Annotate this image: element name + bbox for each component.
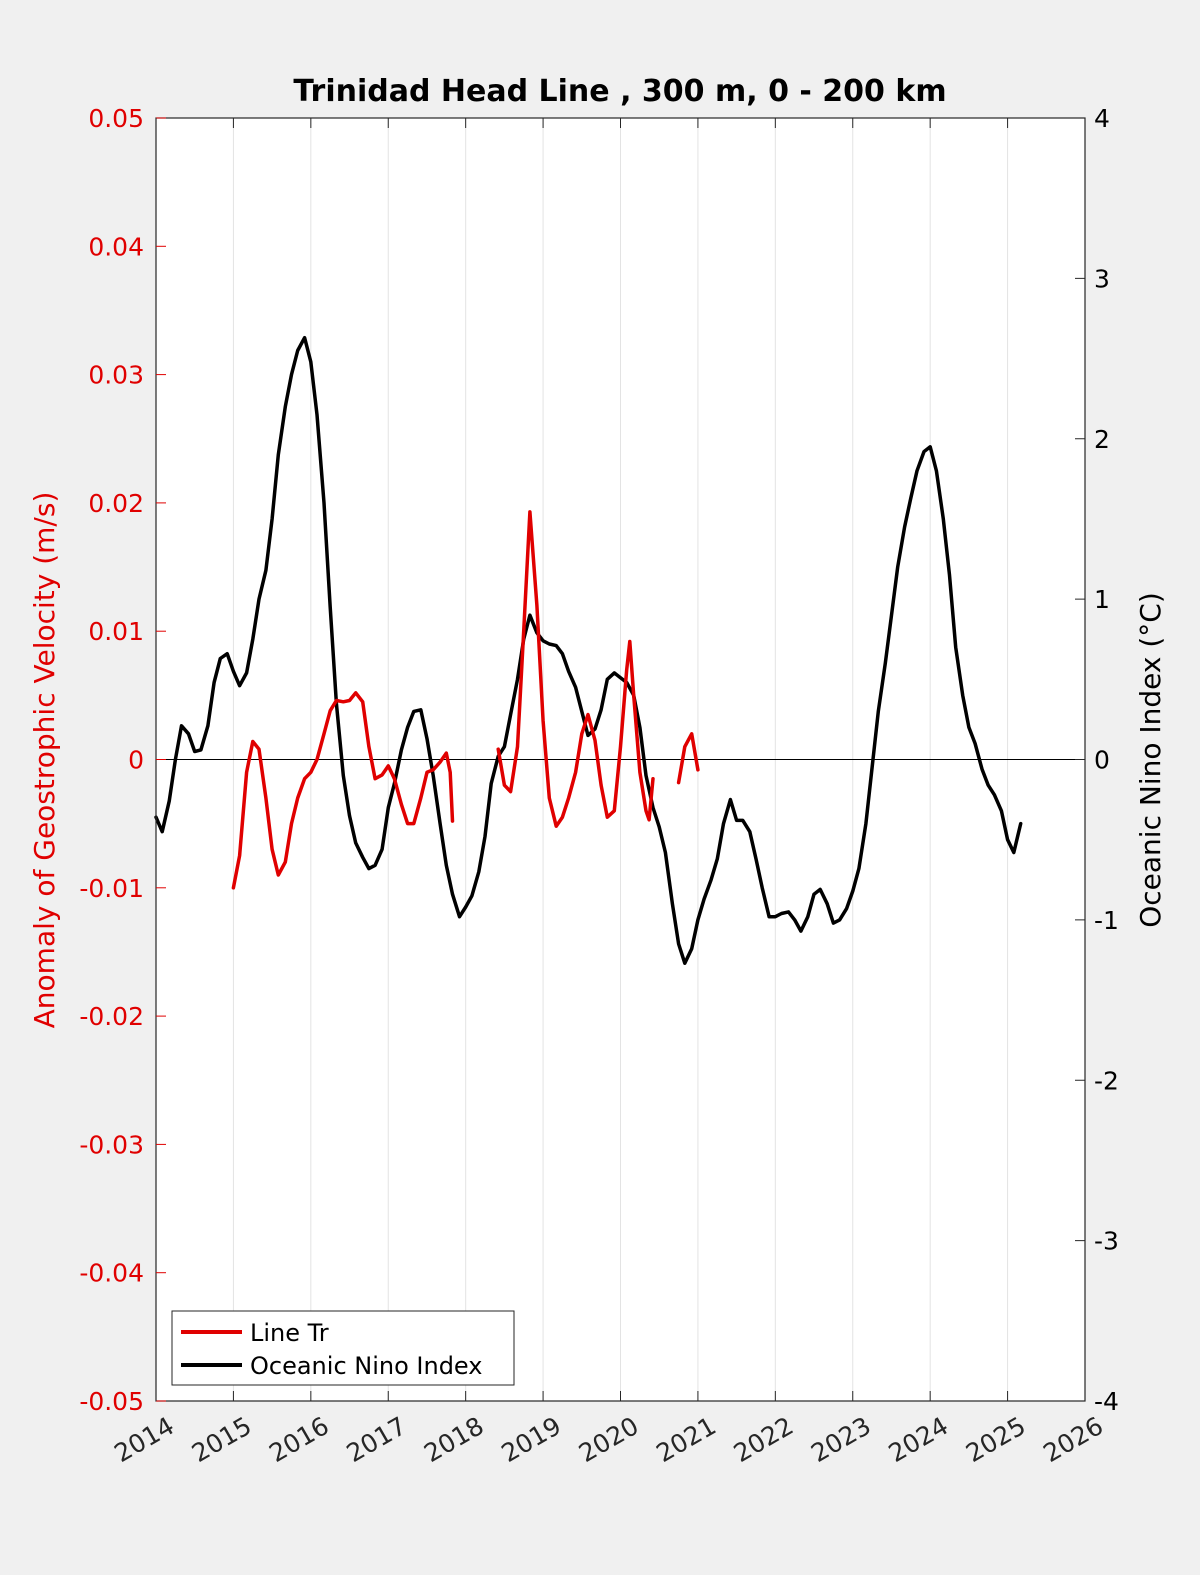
series-line-line-tr bbox=[231, 691, 455, 890]
legend-label-oni: Oceanic Nino Index bbox=[250, 1352, 482, 1380]
y-right-axis-label: Oceanic Nino Index (°C) bbox=[1134, 592, 1167, 928]
y-right-tick-label: 0 bbox=[1094, 746, 1110, 775]
chart-title: Trinidad Head Line , 300 m, 0 - 200 km bbox=[293, 74, 946, 109]
y-left-tick-label: 0.01 bbox=[88, 617, 144, 646]
y-left-tick-label: 0.03 bbox=[88, 361, 144, 390]
y-left-tick-label: -0.01 bbox=[79, 874, 144, 903]
y-left-tick-label: -0.03 bbox=[79, 1130, 144, 1159]
y-left-axis-label: Anomaly of Geostrophic Velocity (m/s) bbox=[28, 492, 61, 1029]
legend-box bbox=[171, 1310, 515, 1386]
y-left-tick-label: -0.02 bbox=[79, 1002, 144, 1031]
legend: Line Tr Oceanic Nino Index bbox=[171, 1310, 515, 1386]
series-line-line-tr bbox=[676, 732, 700, 785]
y-left-tick-label: 0 bbox=[128, 746, 144, 775]
y-right-tick-label: -4 bbox=[1094, 1387, 1119, 1416]
legend-label-line-tr: Line Tr bbox=[250, 1319, 329, 1347]
y-right-tick-label: 3 bbox=[1094, 264, 1110, 293]
y-right-tick-label: 4 bbox=[1094, 104, 1110, 133]
y-right-axis: -4 -3 -2 -1 0 1 2 3 4 bbox=[1075, 104, 1119, 1416]
y-left-tick-label: -0.04 bbox=[79, 1259, 144, 1288]
series-line-line-tr bbox=[496, 510, 655, 828]
y-left-tick-label: -0.05 bbox=[79, 1387, 144, 1416]
series-layer bbox=[154, 335, 1023, 965]
y-right-tick-label: -3 bbox=[1094, 1227, 1119, 1256]
y-right-tick-label: -1 bbox=[1094, 906, 1119, 935]
series-line-oceanic-nino-index bbox=[154, 335, 1023, 965]
y-left-tick-label: 0.04 bbox=[88, 232, 144, 261]
y-left-tick-label: 0.02 bbox=[88, 489, 144, 518]
y-left-axis: -0.05 -0.04 -0.03 -0.02 -0.01 0 0.01 0.02 0.03 0.… bbox=[79, 104, 166, 1416]
y-right-tick-label: 2 bbox=[1094, 425, 1110, 454]
y-left-tick-label: 0.05 bbox=[88, 104, 144, 133]
y-right-tick-label: -2 bbox=[1094, 1066, 1119, 1095]
y-right-tick-label: 1 bbox=[1094, 585, 1110, 614]
